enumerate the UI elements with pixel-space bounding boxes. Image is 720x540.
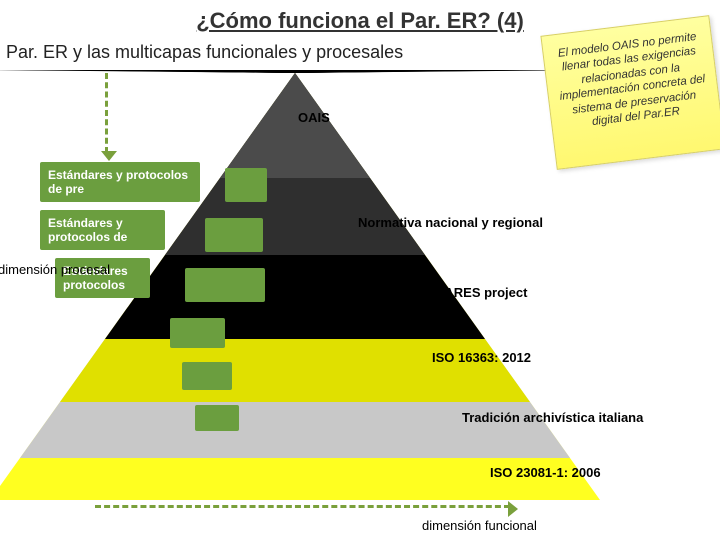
layer-label: Inter. PARES project: [402, 285, 527, 300]
triangle-layer: [220, 70, 370, 178]
small-green-block: [225, 168, 267, 202]
small-green-block: [170, 318, 225, 348]
arrow-vertical: [105, 73, 108, 153]
layer-label: Normativa nacional y regional: [358, 215, 543, 230]
label-dimension-funcional: dimensión funcional: [422, 518, 537, 533]
arrow-horizontal: [95, 505, 510, 508]
green-box: Estándares y protocolos de: [40, 210, 165, 250]
layer-label: Tradición archivística italiana: [462, 410, 643, 425]
small-green-block: [205, 218, 263, 252]
layer-label: ISO 16363: 2012: [432, 350, 531, 365]
sticky-note: El modelo OAIS no permite llenar todas l…: [540, 15, 720, 170]
layer-label: ISO 23081-1: 2006: [490, 465, 601, 480]
label-dimension-procesal: dimensión procesal: [0, 262, 110, 277]
layer-label: OAIS: [298, 110, 330, 125]
small-green-block: [185, 268, 265, 302]
small-green-block: [195, 405, 239, 431]
small-green-block: [182, 362, 232, 390]
green-box: Estándares y protocolos de pre: [40, 162, 200, 202]
